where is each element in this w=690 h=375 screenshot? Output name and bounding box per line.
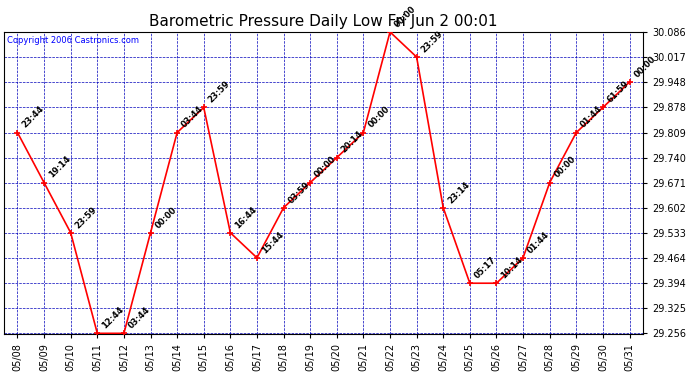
Text: 00:00: 00:00 — [393, 4, 418, 29]
Text: 03:44: 03:44 — [180, 105, 205, 130]
Text: 23:59: 23:59 — [420, 29, 444, 54]
Text: 03:59: 03:59 — [286, 180, 311, 205]
Text: 05:17: 05:17 — [473, 255, 497, 280]
Text: 00:00: 00:00 — [366, 105, 391, 130]
Text: 19:14: 19:14 — [47, 154, 72, 180]
Text: 00:00: 00:00 — [313, 155, 338, 180]
Text: 16:44: 16:44 — [233, 205, 259, 230]
Text: 61:59: 61:59 — [606, 80, 631, 105]
Text: 23:59: 23:59 — [73, 205, 99, 230]
Text: 01:44: 01:44 — [526, 230, 551, 255]
Title: Barometric Pressure Daily Low Fri Jun 2 00:01: Barometric Pressure Daily Low Fri Jun 2 … — [149, 14, 497, 29]
Text: 00:00: 00:00 — [553, 155, 578, 180]
Text: 10:14: 10:14 — [500, 255, 524, 280]
Text: Copyright 2006 Castronics.com: Copyright 2006 Castronics.com — [8, 36, 139, 45]
Text: 00:00: 00:00 — [153, 205, 178, 230]
Text: 12:44: 12:44 — [100, 305, 126, 330]
Text: 15:44: 15:44 — [259, 230, 285, 255]
Text: 23:59: 23:59 — [206, 80, 232, 105]
Text: 00:00: 00:00 — [632, 54, 658, 79]
Text: 03:44: 03:44 — [127, 305, 152, 330]
Text: 01:44: 01:44 — [579, 105, 604, 130]
Text: 20:14: 20:14 — [339, 129, 365, 155]
Text: 23:44: 23:44 — [20, 105, 46, 130]
Text: 23:14: 23:14 — [446, 180, 471, 205]
